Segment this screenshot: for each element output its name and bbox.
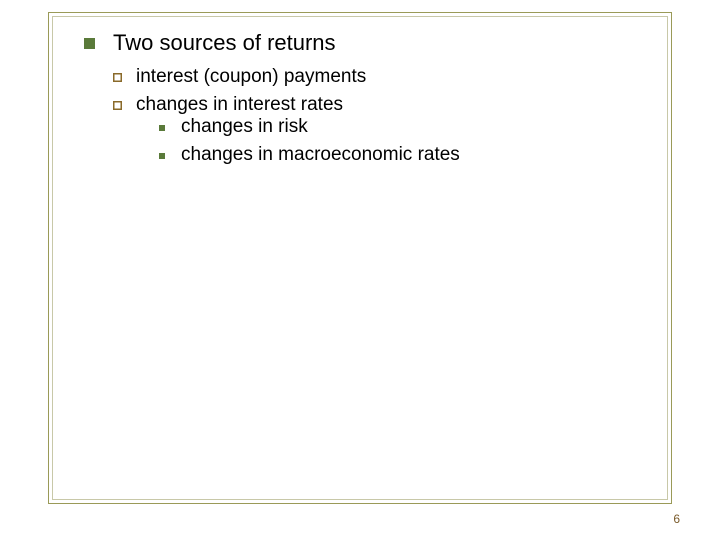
list-item-l3: changes in risk xyxy=(159,116,460,138)
l2-group: interest (coupon) payments changes in in… xyxy=(113,66,644,172)
list-item-l2: changes in interest rates changes in ris… xyxy=(113,94,644,172)
l3-text: changes in macroeconomic rates xyxy=(181,144,460,166)
l2-text: interest (coupon) payments xyxy=(136,66,366,88)
slide-content: Two sources of returns interest (coupon)… xyxy=(84,30,644,178)
list-item-l2: interest (coupon) payments xyxy=(113,66,644,88)
list-item-l1: Two sources of returns xyxy=(84,30,644,56)
small-square-bullet-icon xyxy=(159,125,165,131)
list-item-l3: changes in macroeconomic rates xyxy=(159,144,460,166)
square-bullet-icon xyxy=(84,38,95,49)
l2-text: changes in interest rates xyxy=(136,94,460,116)
small-square-bullet-icon xyxy=(159,153,165,159)
l3-text: changes in risk xyxy=(181,116,308,138)
l3-group: changes in risk changes in macroeconomic… xyxy=(159,116,460,166)
hollow-square-bullet-icon xyxy=(113,101,122,110)
page-number: 6 xyxy=(673,512,680,526)
hollow-square-bullet-icon xyxy=(113,73,122,82)
l1-text: Two sources of returns xyxy=(113,30,336,56)
